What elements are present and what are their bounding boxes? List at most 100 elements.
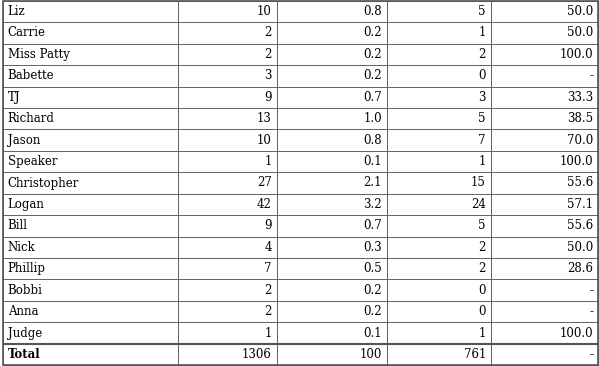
Bar xyxy=(3,1,179,22)
Bar xyxy=(179,108,277,130)
Text: 5: 5 xyxy=(479,112,486,125)
Bar xyxy=(179,130,277,151)
Text: 5: 5 xyxy=(479,219,486,232)
Text: Richard: Richard xyxy=(8,112,55,125)
Text: 2: 2 xyxy=(265,305,272,318)
Bar xyxy=(179,301,277,322)
Text: Carrie: Carrie xyxy=(8,26,46,40)
Bar xyxy=(386,65,491,86)
Bar xyxy=(3,344,179,365)
Text: Judge: Judge xyxy=(8,326,42,340)
Bar xyxy=(277,236,386,258)
Text: 0.7: 0.7 xyxy=(363,219,382,232)
Text: 0.7: 0.7 xyxy=(363,91,382,104)
Bar xyxy=(179,236,277,258)
Bar xyxy=(277,86,386,108)
Text: 0.8: 0.8 xyxy=(363,134,382,147)
Bar xyxy=(277,130,386,151)
Bar xyxy=(491,151,598,172)
Bar xyxy=(491,236,598,258)
Text: -: - xyxy=(589,305,593,318)
Bar xyxy=(491,322,598,344)
Bar xyxy=(277,258,386,280)
Text: 0.2: 0.2 xyxy=(363,284,382,297)
Text: Logan: Logan xyxy=(8,198,45,211)
Text: 57.1: 57.1 xyxy=(567,198,593,211)
Text: 7: 7 xyxy=(479,134,486,147)
Bar xyxy=(386,44,491,65)
Text: 2: 2 xyxy=(479,48,486,61)
Text: 13: 13 xyxy=(257,112,272,125)
Bar xyxy=(179,172,277,194)
Text: 3: 3 xyxy=(264,69,272,82)
Text: 27: 27 xyxy=(257,176,272,190)
Text: 1: 1 xyxy=(265,155,272,168)
Bar xyxy=(491,86,598,108)
Text: 42: 42 xyxy=(257,198,272,211)
Text: 1.0: 1.0 xyxy=(363,112,382,125)
Bar xyxy=(386,108,491,130)
Bar xyxy=(386,172,491,194)
Bar xyxy=(491,215,598,236)
Text: Phillip: Phillip xyxy=(8,262,46,275)
Text: 70.0: 70.0 xyxy=(567,134,593,147)
Text: 0: 0 xyxy=(479,284,486,297)
Bar xyxy=(3,258,179,280)
Text: -: - xyxy=(589,69,593,82)
Bar xyxy=(179,194,277,215)
Bar xyxy=(277,301,386,322)
Bar xyxy=(277,108,386,130)
Text: 1: 1 xyxy=(265,326,272,340)
Bar xyxy=(386,1,491,22)
Text: 0: 0 xyxy=(479,305,486,318)
Text: 3: 3 xyxy=(479,91,486,104)
Text: 0.2: 0.2 xyxy=(363,26,382,40)
Text: 0: 0 xyxy=(479,69,486,82)
Bar xyxy=(386,236,491,258)
Text: 15: 15 xyxy=(471,176,486,190)
Bar xyxy=(3,151,179,172)
Text: 0.2: 0.2 xyxy=(363,48,382,61)
Bar xyxy=(277,151,386,172)
Text: -: - xyxy=(589,284,593,297)
Bar xyxy=(491,130,598,151)
Bar xyxy=(3,301,179,322)
Bar xyxy=(386,301,491,322)
Text: 2: 2 xyxy=(265,48,272,61)
Text: Christopher: Christopher xyxy=(8,176,79,190)
Bar xyxy=(491,44,598,65)
Text: 100.0: 100.0 xyxy=(559,155,593,168)
Text: 0.8: 0.8 xyxy=(363,5,382,18)
Bar xyxy=(179,344,277,365)
Bar xyxy=(179,65,277,86)
Text: Miss Patty: Miss Patty xyxy=(8,48,69,61)
Text: 5: 5 xyxy=(479,5,486,18)
Text: 7: 7 xyxy=(264,262,272,275)
Text: TJ: TJ xyxy=(8,91,20,104)
Bar xyxy=(491,108,598,130)
Text: 0.1: 0.1 xyxy=(363,326,382,340)
Text: 10: 10 xyxy=(257,134,272,147)
Bar xyxy=(3,236,179,258)
Bar xyxy=(3,194,179,215)
Text: 9: 9 xyxy=(264,91,272,104)
Text: 3.2: 3.2 xyxy=(363,198,382,211)
Text: 100: 100 xyxy=(359,348,382,361)
Text: 33.3: 33.3 xyxy=(567,91,593,104)
Bar xyxy=(3,172,179,194)
Bar xyxy=(491,172,598,194)
Bar xyxy=(277,344,386,365)
Text: 0.2: 0.2 xyxy=(363,69,382,82)
Bar xyxy=(491,194,598,215)
Text: 38.5: 38.5 xyxy=(567,112,593,125)
Text: 1: 1 xyxy=(479,155,486,168)
Bar xyxy=(386,344,491,365)
Text: Bill: Bill xyxy=(8,219,28,232)
Text: Nick: Nick xyxy=(8,241,35,254)
Bar xyxy=(3,22,179,44)
Text: 0.3: 0.3 xyxy=(363,241,382,254)
Text: Babette: Babette xyxy=(8,69,55,82)
Bar xyxy=(386,151,491,172)
Text: 50.0: 50.0 xyxy=(567,26,593,40)
Bar xyxy=(491,22,598,44)
